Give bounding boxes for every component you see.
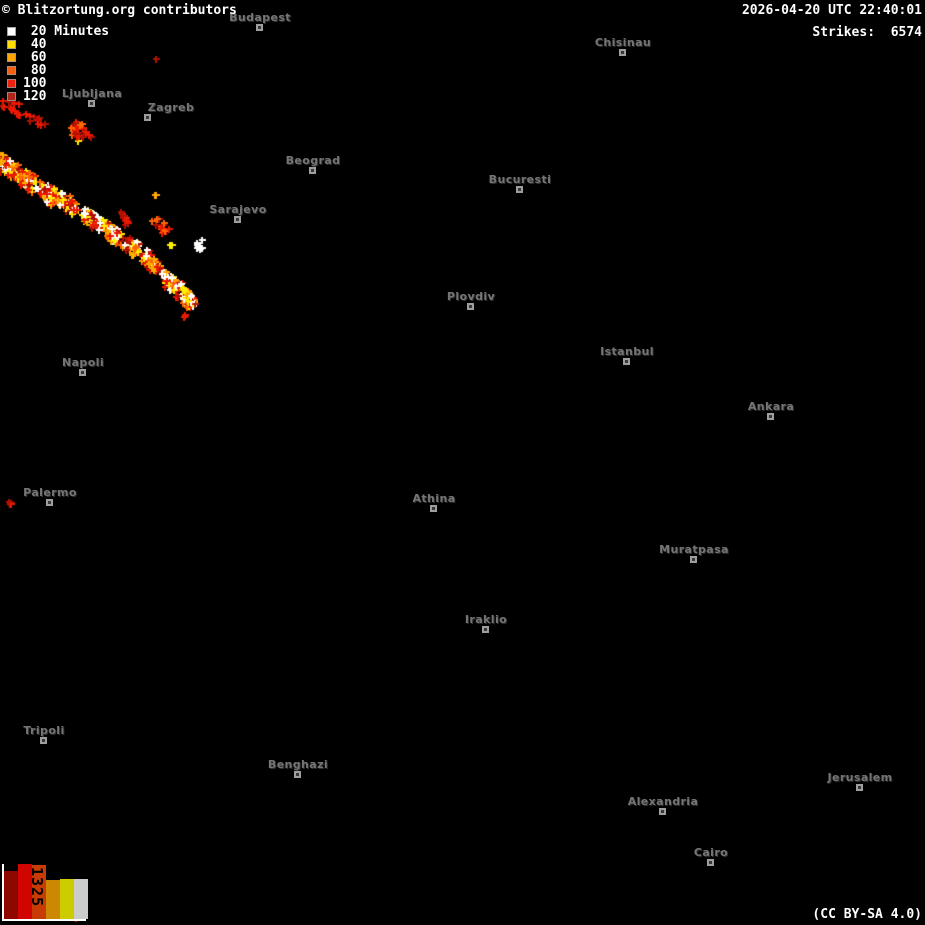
city-label: Jerusalem bbox=[827, 771, 893, 784]
city-marker-icon bbox=[430, 505, 437, 512]
city-marker-icon bbox=[79, 369, 86, 376]
city-label: Budapest bbox=[229, 11, 291, 24]
city-label: Ankara bbox=[747, 400, 795, 413]
legend-label: 40 bbox=[23, 37, 47, 52]
city-label: Benghazi bbox=[267, 758, 329, 771]
city-label: Beograd bbox=[285, 154, 341, 167]
strikes-spacer bbox=[875, 25, 891, 40]
city-label: Plovdiv bbox=[446, 290, 496, 303]
city-marker-icon bbox=[516, 186, 523, 193]
age-legend: 20 Minutes 40 60 80 100 120 bbox=[7, 25, 109, 103]
license-text: (CC BY-SA 4.0) bbox=[812, 907, 922, 922]
city-marker-icon bbox=[40, 737, 47, 744]
legend-color-swatch bbox=[7, 53, 16, 62]
legend-label: 100 bbox=[23, 76, 47, 91]
legend-row: 80 bbox=[7, 64, 109, 77]
city-label: Istanbul bbox=[600, 345, 654, 358]
city-label: Cairo bbox=[693, 846, 729, 859]
city-marker-icon bbox=[623, 358, 630, 365]
city-marker-icon bbox=[856, 784, 863, 791]
strikes-label: Strikes: bbox=[812, 25, 876, 40]
city-marker-icon bbox=[767, 413, 774, 420]
legend-row: 20 Minutes bbox=[7, 25, 109, 38]
city-label: Tripoli bbox=[23, 724, 65, 737]
city-label: Ljubljana bbox=[61, 87, 123, 100]
timestamp-text: 2026-04-20 UTC 22:40:01 bbox=[741, 3, 922, 18]
city-marker-icon bbox=[144, 114, 151, 121]
city-label: Iraklio bbox=[464, 613, 508, 626]
legend-row: 100 bbox=[7, 77, 109, 90]
legend-label: 60 bbox=[23, 50, 47, 65]
city-marker-icon bbox=[46, 499, 53, 506]
city-marker-icon bbox=[690, 556, 697, 563]
city-marker-icon bbox=[467, 303, 474, 310]
city-marker-icon bbox=[294, 771, 301, 778]
legend-color-swatch bbox=[7, 66, 16, 75]
city-marker-icon bbox=[88, 100, 95, 107]
city-marker-icon bbox=[309, 167, 316, 174]
city-marker-icon bbox=[256, 24, 263, 31]
city-label: Sarajevo bbox=[209, 203, 267, 216]
city-label: Chisinau bbox=[594, 36, 652, 49]
city-marker-icon bbox=[707, 859, 714, 866]
city-marker-icon bbox=[619, 49, 626, 56]
attribution-text: © Blitzortung.org contributors bbox=[2, 3, 237, 18]
city-label: Alexandria bbox=[627, 795, 699, 808]
legend-row: 120 bbox=[7, 90, 109, 103]
city-marker-icon bbox=[659, 808, 666, 815]
strikes-counter: Strikes: 6574 bbox=[812, 25, 922, 40]
legend-color-swatch bbox=[7, 40, 16, 49]
legend-row: 40 bbox=[7, 38, 109, 51]
legend-color-swatch bbox=[7, 92, 16, 101]
strikes-value: 6574 bbox=[890, 25, 922, 40]
city-label: Bucuresti bbox=[488, 173, 552, 186]
city-label: Napoli bbox=[61, 356, 105, 369]
legend-color-swatch bbox=[7, 27, 16, 36]
legend-row: 60 bbox=[7, 51, 109, 64]
legend-color-swatch bbox=[7, 79, 16, 88]
city-label: Muratpasa bbox=[659, 543, 729, 556]
city-label: Zagreb bbox=[147, 101, 195, 114]
city-marker-icon bbox=[482, 626, 489, 633]
legend-label: 80 bbox=[23, 63, 47, 78]
city-label: Palermo bbox=[23, 486, 77, 499]
legend-label: 20 Minutes bbox=[23, 24, 110, 39]
city-label: Athina bbox=[412, 492, 456, 505]
legend-label: 120 bbox=[23, 89, 47, 104]
city-marker-icon bbox=[234, 216, 241, 223]
